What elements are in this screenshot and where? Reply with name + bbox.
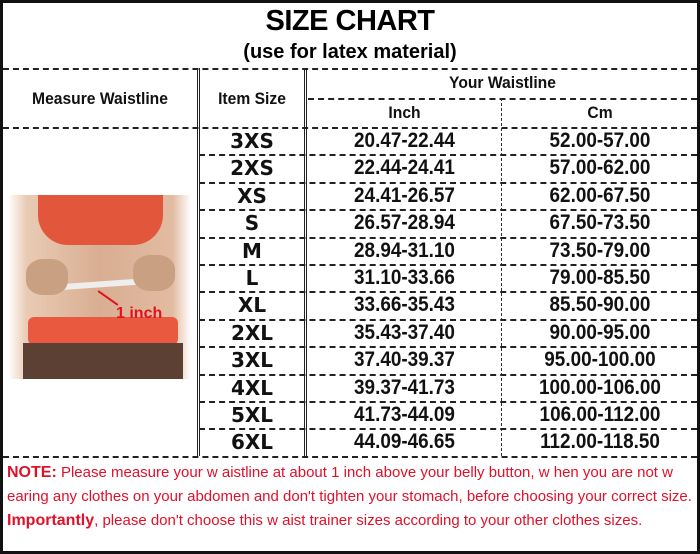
row-divider	[199, 236, 697, 239]
cm-range: 90.00-95.00	[549, 320, 651, 344]
row-divider	[199, 291, 697, 294]
arrow-icon	[97, 290, 119, 306]
row-divider	[199, 373, 697, 376]
size-label: 2XS	[230, 156, 274, 181]
inch-range: 37.40-39.37	[354, 348, 455, 372]
size-label: S	[244, 211, 260, 236]
inch-range: 20.47-22.44	[354, 129, 455, 152]
size-label: XS	[237, 183, 267, 208]
cm-range: 62.00-67.50	[549, 183, 651, 207]
size-label: 6XL	[230, 430, 274, 455]
cm-range: 112.00-118.50	[540, 430, 660, 454]
inch-range: 28.94-31.10	[354, 238, 455, 262]
cm-range: 100.00-106.00	[539, 375, 661, 399]
cm-range: 79.00-85.50	[549, 266, 651, 289]
note-emphasis: Importantly	[7, 512, 95, 529]
row-divider	[199, 209, 697, 212]
size-label: 2XL	[230, 320, 274, 345]
note-text-end: , please don't choose this w aist traine…	[94, 512, 643, 529]
note-text: Please measure your w aistline at about …	[7, 464, 692, 505]
inch-range: 24.41-26.57	[354, 183, 455, 207]
chart-subtitle: (use for latex material)	[243, 41, 457, 63]
photo-hand	[133, 255, 175, 291]
divider	[3, 127, 697, 129]
waist-measure-photo: 1 inch	[8, 195, 191, 379]
inch-range: 39.37-41.73	[354, 375, 455, 399]
inch-range: 33.66-35.43	[354, 293, 455, 317]
inch-range: 41.73-44.09	[354, 403, 455, 426]
chart-title: SIZE CHART	[265, 5, 436, 37]
row-divider	[199, 401, 697, 403]
inch-range: 44.09-46.65	[354, 430, 455, 454]
divider	[501, 98, 502, 456]
cm-range: 106.00-112.00	[539, 403, 661, 426]
row-divider	[199, 318, 697, 321]
inch-range: 22.44-24.41	[354, 156, 455, 180]
header-your-waistline: Your Waistline	[449, 73, 556, 92]
size-label: 5XL	[230, 403, 274, 427]
size-label: 4XL	[230, 375, 274, 400]
divider	[308, 98, 697, 100]
cm-range: 85.50-90.00	[549, 293, 651, 317]
header-item-size: Item Size	[218, 89, 286, 108]
note-label: NOTE:	[7, 464, 57, 481]
size-label: 3XL	[230, 348, 274, 373]
divider	[3, 456, 697, 458]
cm-range: 52.00-57.00	[549, 129, 651, 152]
inch-range: 35.43-37.40	[354, 320, 455, 344]
divider	[3, 68, 697, 70]
photo-pants	[23, 343, 183, 379]
divider	[197, 68, 200, 456]
cm-range: 67.50-73.50	[549, 211, 651, 235]
divider	[304, 68, 307, 456]
size-label: 3XS	[230, 129, 274, 153]
photo-hand	[26, 259, 68, 295]
cm-range: 95.00-100.00	[544, 348, 656, 372]
header-measure-waistline: Measure Waistline	[32, 89, 168, 108]
row-divider	[199, 346, 697, 349]
row-divider	[199, 428, 697, 431]
header-cm: Cm	[587, 103, 613, 122]
photo-annotation: 1 inch	[116, 305, 163, 322]
size-label: XL	[237, 293, 267, 318]
photo-waistband	[28, 317, 178, 345]
row-divider	[199, 154, 697, 157]
size-label: L	[245, 266, 259, 290]
cm-range: 73.50-79.00	[549, 238, 651, 262]
photo-top	[38, 195, 163, 245]
size-label: M	[242, 238, 262, 263]
inch-range: 31.10-33.66	[354, 266, 455, 289]
header-inch: Inch	[388, 103, 421, 122]
row-divider	[199, 181, 697, 184]
note: NOTE: Please measure your w aistline at …	[7, 461, 695, 533]
row-divider	[199, 264, 697, 266]
cm-range: 57.00-62.00	[549, 156, 651, 180]
inch-range: 26.57-28.94	[354, 211, 455, 235]
